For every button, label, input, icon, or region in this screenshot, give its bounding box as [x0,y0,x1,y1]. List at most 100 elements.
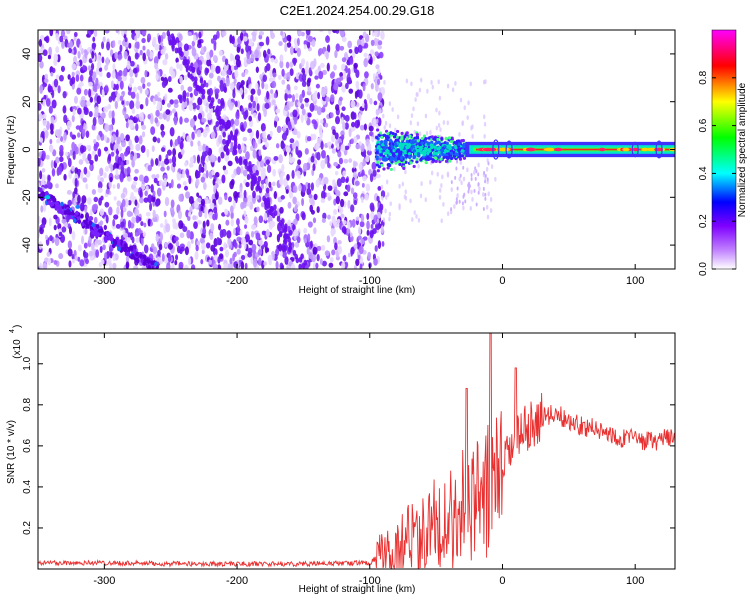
noise-mark [84,228,88,235]
noise-mark [193,200,199,209]
trace-mark [243,159,247,166]
noise-mark [272,168,277,177]
noise-mark [224,194,228,201]
noise-mark [71,71,75,77]
halo-mark [494,176,497,182]
noise-mark [112,40,116,48]
noise-mark [320,159,326,170]
noise-mark [71,134,77,140]
noise-mark [81,128,86,138]
noise-mark [171,70,176,79]
y-tick-label: -20 [21,189,33,205]
trace-mark [266,199,271,206]
noise-mark [335,77,342,85]
trace-mark [189,73,193,80]
noise-mark [301,80,307,87]
noise-mark [244,224,248,229]
noise-mark [77,50,81,59]
noise-mark [53,78,59,88]
noise-mark [182,90,187,100]
noise-mark [245,44,250,53]
noise-mark [120,221,125,228]
noise-mark [124,30,128,35]
noise-mark [197,129,202,135]
noise-mark [239,229,243,236]
noise-mark [259,160,265,168]
noise-mark [321,69,327,75]
noise-mark [326,44,331,54]
signal-mark [432,137,436,141]
noise-mark [207,95,212,103]
noise-mark [324,122,329,128]
noise-mark [152,136,157,143]
noise-mark [336,143,340,151]
noise-mark [287,219,292,229]
halo-mark [482,192,485,197]
signal-mark [392,149,396,153]
signal-mark [451,146,455,150]
noise-mark [307,85,311,93]
noise-mark [272,72,277,78]
noise-mark [138,227,142,236]
noise-mark [210,154,215,163]
noise-mark [108,110,113,119]
noise-mark [274,58,278,64]
noise-mark [276,125,282,134]
signal-mark [382,147,387,151]
noise-mark [322,212,327,220]
noise-mark [140,76,146,84]
noise-mark [291,94,296,103]
noise-mark [133,86,138,93]
noise-mark [306,188,312,196]
signal-mark [424,160,428,165]
noise-mark [86,144,92,150]
noise-mark [155,173,160,179]
noise-mark [111,69,116,79]
signal-mark [399,155,404,160]
noise-mark [202,220,206,230]
noise-mark [209,202,215,210]
colorbar-tick-label: 0.8 [698,70,709,84]
noise-mark [168,182,172,189]
noise-mark [99,208,105,216]
noise-mark [155,233,159,243]
signal-mark [445,141,449,145]
noise-mark [340,213,345,219]
noise-mark [223,262,228,269]
noise-mark [191,47,197,57]
noise-mark [38,103,42,111]
noise-mark [161,80,167,89]
noise-mark [270,57,275,63]
noise-mark [260,179,265,185]
noise-mark [231,36,235,45]
noise-mark [298,183,302,192]
trace-mark [136,258,140,264]
noise-mark [353,62,358,69]
noise-mark [150,126,156,135]
noise-mark [325,96,330,102]
noise-mark [132,180,138,186]
noise-mark [45,35,50,44]
noise-mark [213,206,218,214]
noise-mark [97,187,103,193]
halo-mark [394,127,397,133]
noise-mark [196,240,201,247]
signal-mark [440,148,445,152]
signal-mark [374,151,379,155]
noise-mark [264,83,269,90]
noise-mark [311,254,317,263]
trace-mark [174,47,179,54]
trace-mark [154,261,158,267]
halo-mark [459,97,463,103]
noise-mark [59,144,64,153]
signal-wiggle [655,140,663,159]
noise-mark [132,67,138,74]
noise-mark [50,160,54,169]
noise-mark [265,178,269,186]
signal-mark [384,158,389,162]
noise-mark [355,258,360,267]
noise-mark [162,58,168,66]
halo-mark [482,207,485,212]
halo-mark [482,186,485,191]
signal-mark [419,151,423,155]
